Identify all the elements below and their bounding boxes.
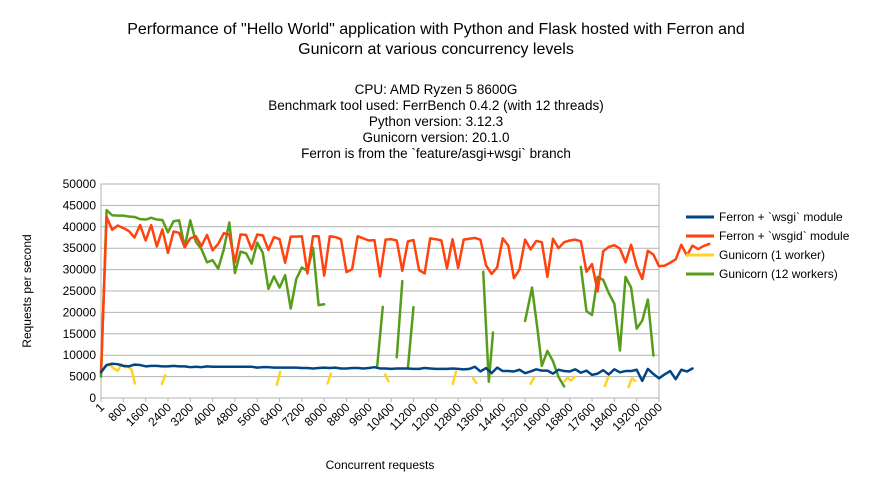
- legend-label: Ferron + `wsgi` module: [719, 210, 843, 224]
- series-line-gunicorn-12-workers: [579, 265, 655, 357]
- x-tick-label: 3200: [168, 400, 197, 429]
- y-tick-label: 0: [89, 391, 96, 405]
- x-tick-label: 8800: [324, 400, 353, 429]
- x-tick-label: 7200: [279, 400, 308, 429]
- subtitle-cpu: CPU: AMD Ryzen 5 8600G: [355, 82, 518, 97]
- x-tick-label: 4000: [190, 400, 219, 429]
- y-axis-ticks: 0 5000 10000 15000 20000 25000 30000 35000 40000…: [63, 177, 97, 405]
- legend-label: Gunicorn (1 worker): [719, 248, 825, 262]
- title-line-2: Gunicorn at various concurrency levels: [298, 41, 574, 58]
- title-line-1: Performance of "Hello World" application…: [127, 21, 745, 38]
- series-line-ferron-wsgi-module: [99, 362, 694, 383]
- subtitle-gunicorn-version: Gunicorn version: 20.1.0: [362, 130, 509, 145]
- subtitle-benchmark-tool: Benchmark tool used: FerrBench 0.4.2 (wi…: [268, 98, 603, 113]
- x-tick-label: 6400: [257, 400, 286, 429]
- series-line-gunicorn-1-worker: [451, 370, 458, 386]
- series-line-gunicorn-1-worker: [627, 377, 637, 389]
- y-tick-label: 35000: [63, 241, 97, 255]
- x-tick-label: 5600: [235, 400, 264, 429]
- legend-label: Ferron + `wsgid` module: [719, 229, 850, 243]
- x-tick-label: 1600: [123, 400, 152, 429]
- y-axis-title: Requests per second: [20, 234, 34, 347]
- series-line-gunicorn-1-worker: [471, 376, 478, 385]
- series-line-gunicorn-1-worker: [563, 375, 576, 383]
- y-tick-label: 10000: [63, 348, 97, 362]
- series-lines: [99, 208, 711, 389]
- y-tick-label: 50000: [63, 177, 97, 191]
- chart-title: Performance of "Hello World" application…: [127, 21, 745, 58]
- x-tick-label: 8000: [302, 400, 331, 429]
- y-tick-label: 45000: [63, 198, 97, 212]
- y-tick-label: 40000: [63, 220, 97, 234]
- legend: Ferron + `wsgi` module Ferron + `wsgid` m…: [686, 210, 850, 281]
- x-tick-label: 4800: [212, 400, 241, 429]
- x-tick-label: 1: [92, 400, 107, 415]
- y-tick-label: 20000: [63, 305, 97, 319]
- subtitle-ferron-branch: Ferron is from the `feature/asgi+wsgi` b…: [301, 146, 571, 161]
- series-line-gunicorn-1-worker: [160, 374, 167, 386]
- series-line-gunicorn-1-worker: [603, 375, 610, 388]
- series-line-ferron-wsgid-module: [99, 215, 711, 374]
- series-line-gunicorn-1-worker: [326, 372, 333, 385]
- subtitle-python-version: Python version: 3.12.3: [369, 114, 503, 129]
- x-axis-title: Concurrent requests: [326, 458, 435, 472]
- plot-area: [100, 183, 660, 399]
- y-tick-label: 25000: [63, 284, 97, 298]
- series-line-gunicorn-1-worker: [275, 370, 282, 386]
- series-line-gunicorn-12-workers: [395, 279, 404, 359]
- series-line-gunicorn-12-workers: [481, 270, 495, 383]
- x-tick-label: 2400: [145, 400, 174, 429]
- y-tick-label: 30000: [63, 263, 97, 277]
- series-line-gunicorn-12-workers: [406, 306, 415, 370]
- series-line-gunicorn-12-workers: [99, 208, 326, 378]
- series-line-gunicorn-1-worker: [383, 373, 390, 383]
- y-tick-label: 15000: [63, 327, 97, 341]
- y-tick-label: 5000: [69, 370, 96, 384]
- gridlines: [101, 204, 659, 378]
- series-line-gunicorn-12-workers: [375, 305, 385, 368]
- chart-subtitle: CPU: AMD Ryzen 5 8600G Benchmark tool us…: [268, 82, 603, 161]
- series-line-gunicorn-1-worker: [529, 376, 536, 386]
- legend-label: Gunicorn (12 workers): [719, 267, 838, 281]
- series-line-gunicorn-12-workers: [523, 286, 566, 388]
- x-axis-ticks: 1800160024003200400048005600640072008000…: [92, 398, 665, 434]
